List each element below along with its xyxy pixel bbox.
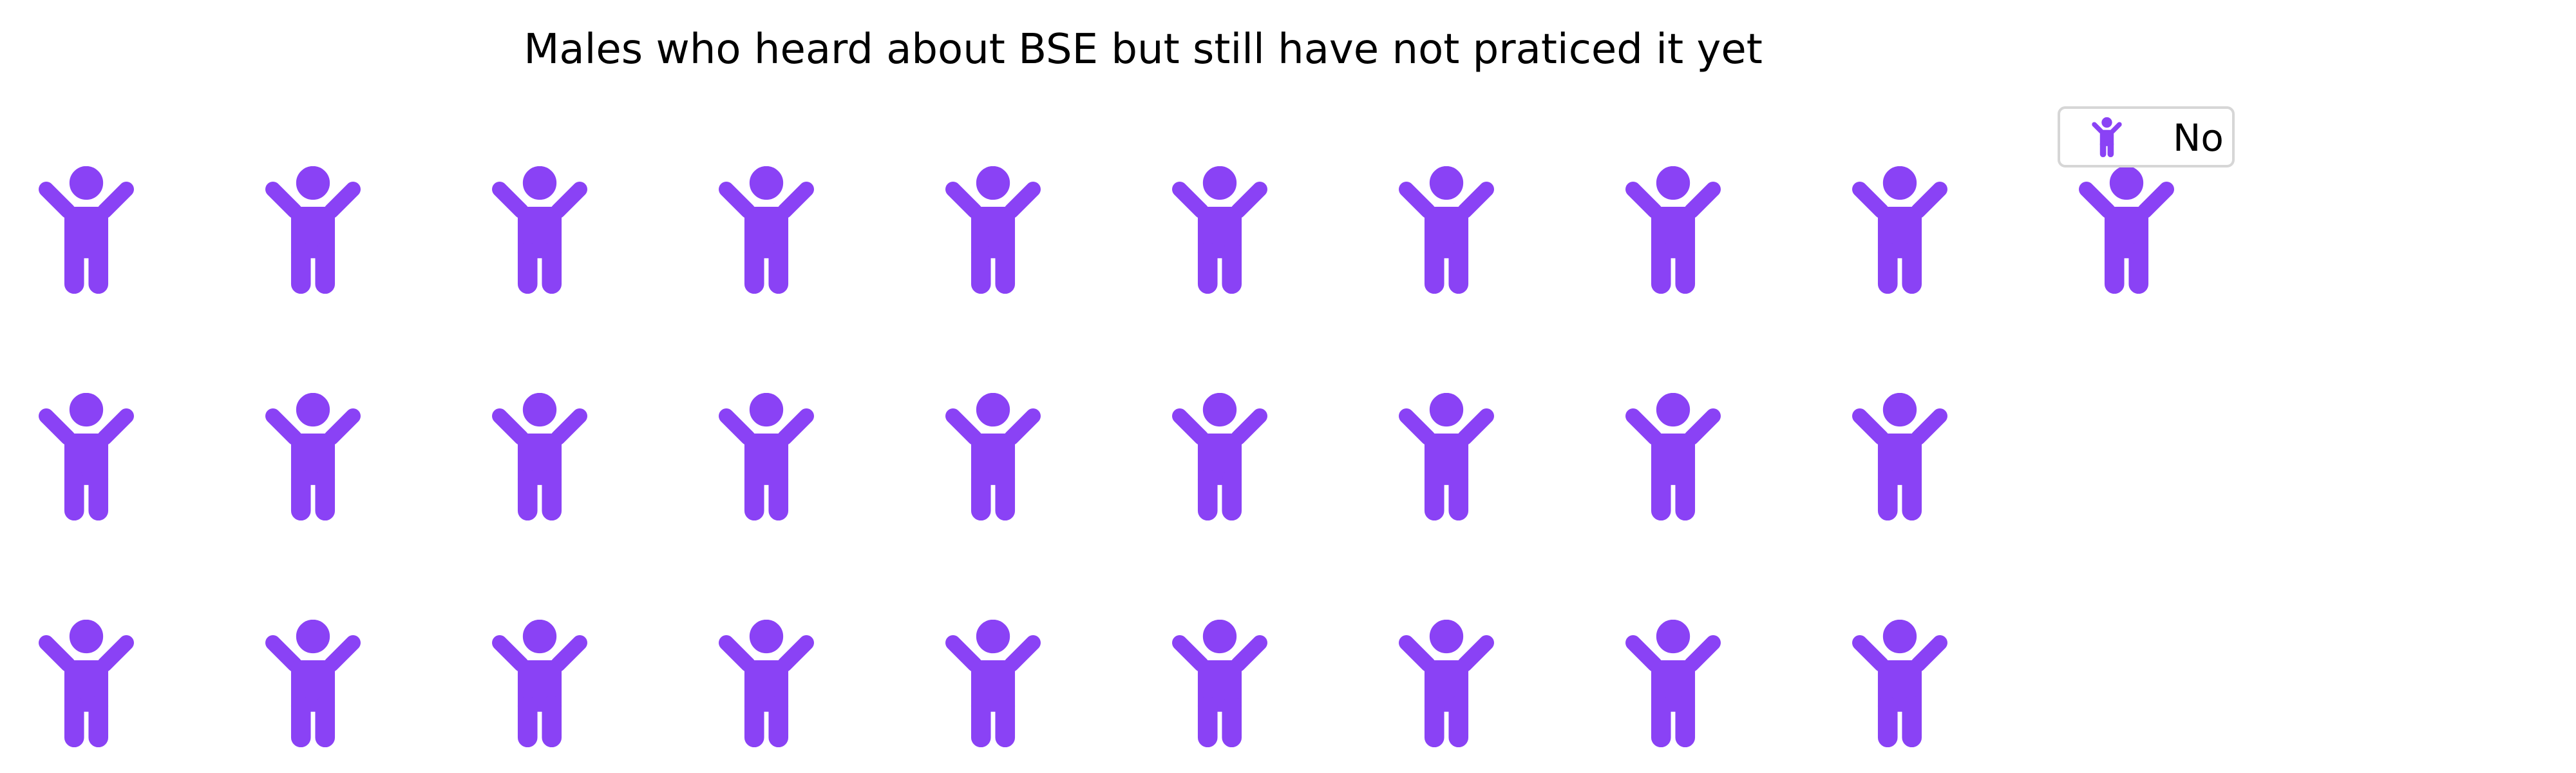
legend-person-icon: [2089, 117, 2125, 157]
waffle-person-icon: [2087, 166, 2166, 293]
waffle-person-icon: [273, 166, 353, 293]
waffle-person-icon: [273, 393, 353, 520]
waffle-person-icon: [500, 620, 580, 747]
waffle-person-icon: [46, 166, 126, 293]
waffle-person-icon: [1180, 393, 1260, 520]
chart-title: Males who heard about BSE but still have…: [524, 26, 1763, 73]
waffle-person-icon: [953, 166, 1033, 293]
waffle-person-icon: [1633, 166, 1713, 293]
waffle-person-icon: [500, 166, 580, 293]
legend-label-no: No: [2173, 116, 2224, 160]
waffle-person-icon: [1633, 620, 1713, 747]
waffle-person-icon: [1406, 393, 1486, 520]
legend: No: [2058, 106, 2235, 167]
waffle-person-icon: [500, 393, 580, 520]
waffle-person-icon: [1180, 620, 1260, 747]
waffle-person-icon: [1406, 166, 1486, 293]
waffle-person-icon: [1406, 620, 1486, 747]
waffle-person-icon: [1633, 393, 1713, 520]
waffle-person-icon: [953, 393, 1033, 520]
waffle-person-icon: [726, 393, 806, 520]
waffle-person-icon: [1860, 620, 1940, 747]
waffle-person-icon: [273, 620, 353, 747]
waffle-person-icon: [1860, 393, 1940, 520]
waffle-person-icon: [726, 620, 806, 747]
waffle-person-icon: [46, 393, 126, 520]
waffle-person-icon: [1860, 166, 1940, 293]
waffle-person-icon: [726, 166, 806, 293]
waffle-person-icon: [953, 620, 1033, 747]
waffle-person-icon: [1180, 166, 1260, 293]
waffle-person-icon: [46, 620, 126, 747]
waffle-icons: [46, 166, 2166, 747]
